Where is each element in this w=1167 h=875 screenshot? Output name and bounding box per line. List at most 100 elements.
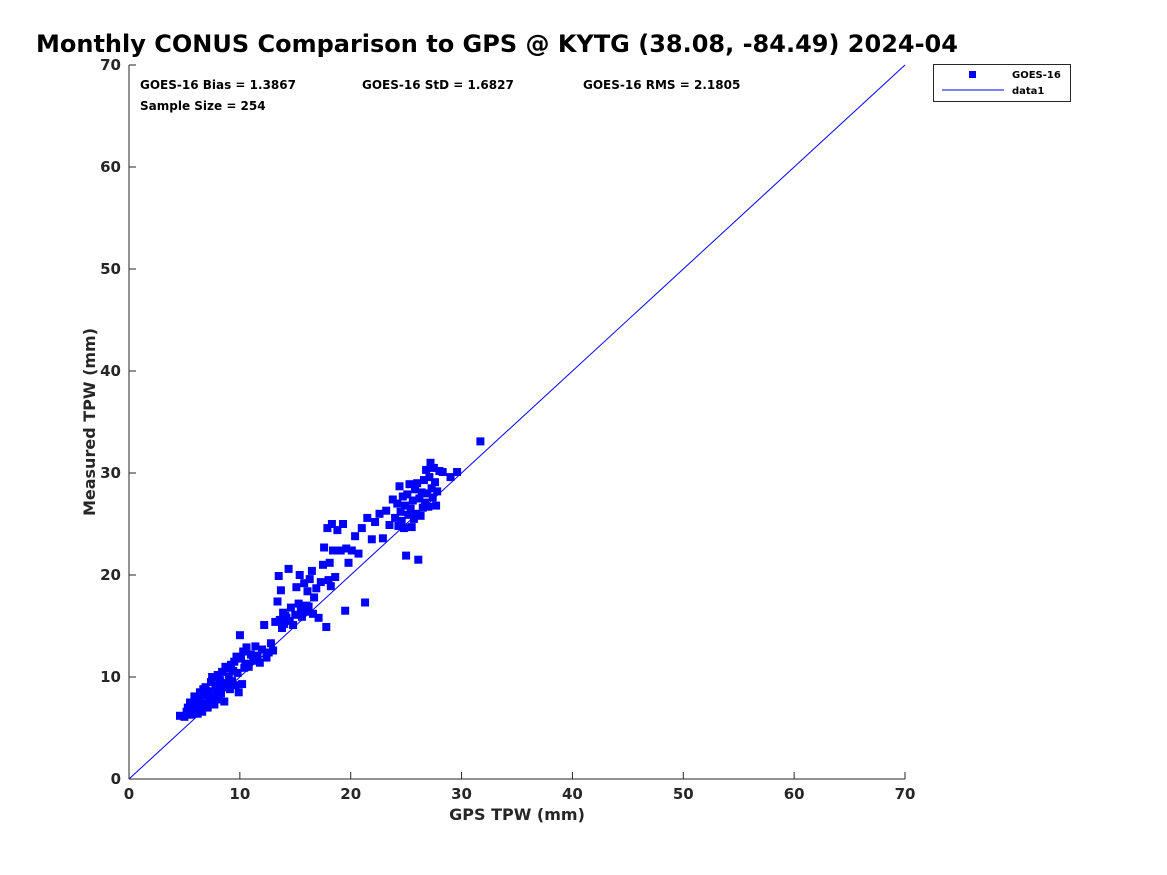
data-point	[329, 546, 337, 555]
data-point	[476, 437, 485, 446]
data-point	[294, 599, 303, 608]
data-point	[228, 677, 237, 686]
bias-annotation: GOES-16 Bias = 1.3867	[140, 78, 296, 92]
data-point	[209, 693, 218, 702]
data-point	[407, 523, 416, 532]
data-point	[211, 681, 220, 690]
data-point	[229, 666, 238, 675]
data-point	[363, 513, 372, 522]
data-point	[371, 518, 380, 526]
data-point	[326, 582, 335, 591]
data-point	[412, 509, 421, 518]
y-tick-label: 60	[100, 158, 121, 176]
data-point	[404, 510, 413, 519]
data-point	[275, 615, 284, 624]
data-point	[431, 478, 439, 487]
data-point	[413, 479, 422, 488]
data-point	[219, 683, 228, 692]
data-point	[324, 576, 333, 585]
data-point	[378, 534, 387, 543]
data-point	[333, 526, 342, 535]
data-point	[398, 492, 407, 501]
data-point	[193, 709, 202, 718]
data-point	[300, 579, 309, 588]
data-point	[393, 499, 402, 508]
data-point	[320, 543, 329, 552]
data-point	[401, 501, 409, 510]
data-point	[253, 651, 262, 660]
legend-marker-goes16	[969, 71, 976, 78]
data-point	[194, 694, 203, 703]
data-point	[307, 566, 316, 575]
data-point	[176, 711, 184, 720]
data-point	[305, 575, 314, 584]
series-points-goes16	[176, 437, 485, 721]
data-point	[242, 643, 251, 652]
legend-label-goes16: GOES-16	[1012, 70, 1061, 81]
data-point	[419, 476, 428, 485]
data-point	[218, 667, 227, 676]
data-point	[327, 520, 336, 528]
data-point	[273, 597, 282, 606]
data-point	[382, 506, 391, 515]
chart-title: Monthly CONUS Comparison to GPS @ KYTG (…	[36, 30, 958, 58]
data-point	[429, 463, 438, 472]
data-point	[438, 468, 447, 476]
data-point	[399, 524, 408, 533]
data-point	[202, 691, 211, 700]
data-point	[249, 656, 258, 665]
data-point	[262, 653, 271, 662]
x-tick-label: 70	[895, 785, 916, 803]
data-point	[385, 521, 394, 529]
data-point	[394, 522, 403, 530]
data-point	[214, 695, 223, 704]
data-point	[414, 555, 423, 564]
data-point	[200, 699, 209, 708]
x-tick-label: 10	[229, 785, 250, 803]
x-tick-label: 0	[124, 785, 134, 803]
data-point	[274, 572, 283, 580]
data-point	[424, 502, 433, 511]
data-point	[231, 681, 240, 690]
x-axis-label: GPS TPW (mm)	[449, 805, 585, 824]
y-tick-label: 30	[100, 464, 121, 482]
data-point	[280, 620, 289, 628]
data-point	[339, 520, 347, 528]
data-point	[361, 598, 370, 607]
data-point	[230, 657, 239, 666]
data-point	[301, 607, 310, 616]
data-point	[239, 647, 248, 656]
data-point	[415, 494, 424, 503]
data-point	[286, 603, 295, 612]
data-point	[319, 560, 327, 569]
data-point	[409, 514, 418, 523]
data-point	[225, 685, 234, 694]
data-point	[395, 482, 404, 491]
data-point	[204, 687, 213, 696]
data-point	[240, 663, 249, 672]
y-tick-label: 20	[100, 566, 121, 584]
data-point	[187, 710, 196, 719]
data-point	[210, 700, 219, 709]
data-point	[342, 544, 351, 553]
data-point	[208, 673, 217, 681]
data-point	[215, 676, 224, 685]
data-point	[264, 648, 273, 657]
x-tick-label: 20	[340, 785, 361, 803]
data-point	[322, 623, 331, 631]
data-point	[406, 504, 415, 513]
y-tick-label: 40	[100, 362, 121, 380]
data-point	[296, 605, 305, 614]
data-point	[411, 485, 419, 494]
data-point	[217, 689, 225, 698]
data-point	[331, 573, 340, 581]
y-tick-label: 10	[100, 668, 121, 686]
legend-box	[933, 64, 1071, 102]
data-point	[271, 617, 280, 626]
x-tick-label: 60	[784, 785, 805, 803]
data-point	[453, 468, 462, 476]
data-point	[354, 549, 363, 558]
data-point	[417, 488, 426, 497]
